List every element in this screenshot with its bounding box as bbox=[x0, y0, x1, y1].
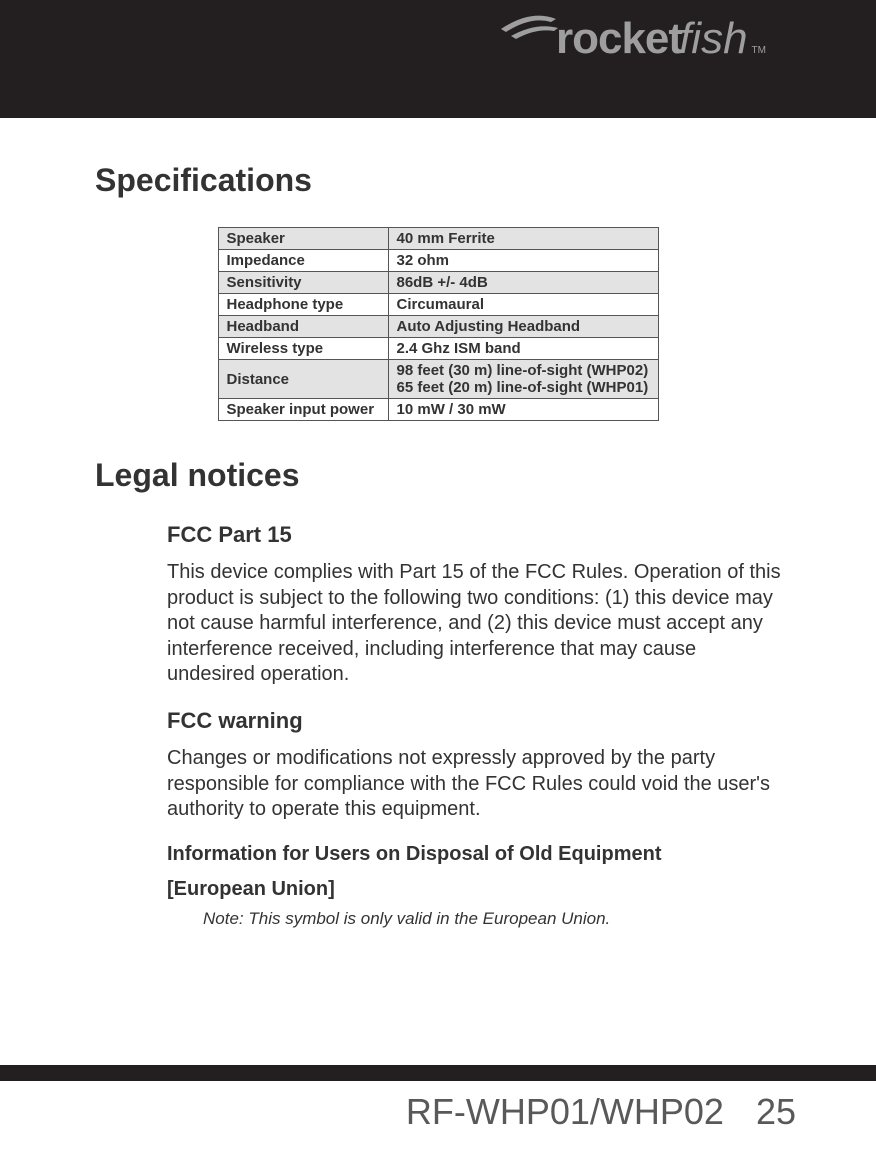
fcc-warning-body: Changes or modifications not expressly a… bbox=[167, 746, 781, 823]
fcc-part15-heading: FCC Part 15 bbox=[167, 522, 781, 548]
spec-value: 86dB +/- 4dB bbox=[388, 272, 658, 294]
brand-suffix: fish bbox=[679, 14, 747, 64]
brand-logo: rocketfish TM bbox=[556, 14, 766, 64]
footer-page: 25 bbox=[756, 1091, 796, 1132]
table-row: Speaker40 mm Ferrite bbox=[218, 228, 658, 250]
footer-model: RF-WHP01/WHP02 bbox=[406, 1091, 724, 1132]
spec-label: Headphone type bbox=[218, 294, 388, 316]
spec-label: Wireless type bbox=[218, 338, 388, 360]
specifications-heading: Specifications bbox=[95, 162, 781, 199]
header-band: rocketfish TM bbox=[0, 0, 876, 118]
table-row: Wireless type2.4 Ghz ISM band bbox=[218, 338, 658, 360]
table-row: Speaker input power10 mW / 30 mW bbox=[218, 399, 658, 421]
table-row: Distance98 feet (30 m) line-of-sight (WH… bbox=[218, 360, 658, 399]
eu-label: European Union bbox=[174, 878, 328, 900]
eu-heading: [European Union] bbox=[167, 878, 781, 901]
bracket-open: [ bbox=[167, 878, 174, 900]
disposal-heading: Information for Users on Disposal of Old… bbox=[167, 843, 781, 866]
spec-label: Speaker input power bbox=[218, 399, 388, 421]
bracket-close: ] bbox=[328, 878, 335, 900]
spec-value: 40 mm Ferrite bbox=[388, 228, 658, 250]
brand-text: rocket bbox=[556, 14, 682, 64]
footer-text: RF-WHP01/WHP02 25 bbox=[406, 1091, 796, 1133]
fcc-part15-body: This device complies with Part 15 of the… bbox=[167, 560, 781, 688]
spec-value: 98 feet (30 m) line-of-sight (WHP02) 65 … bbox=[388, 360, 658, 399]
table-row: HeadbandAuto Adjusting Headband bbox=[218, 316, 658, 338]
page-content: Specifications Speaker40 mm FerriteImped… bbox=[0, 118, 876, 929]
spec-value: Auto Adjusting Headband bbox=[388, 316, 658, 338]
spec-value: 2.4 Ghz ISM band bbox=[388, 338, 658, 360]
rocket-swoosh-icon bbox=[496, 4, 566, 44]
spec-label: Distance bbox=[218, 360, 388, 399]
legal-section: FCC Part 15 This device complies with Pa… bbox=[95, 522, 781, 929]
legal-notices-heading: Legal notices bbox=[95, 457, 781, 494]
eu-note: Note: This symbol is only valid in the E… bbox=[167, 909, 781, 929]
table-row: Impedance32 ohm bbox=[218, 250, 658, 272]
spec-label: Speaker bbox=[218, 228, 388, 250]
spec-label: Sensitivity bbox=[218, 272, 388, 294]
spec-value: 32 ohm bbox=[388, 250, 658, 272]
table-row: Headphone typeCircumaural bbox=[218, 294, 658, 316]
spec-label: Headband bbox=[218, 316, 388, 338]
table-row: Sensitivity86dB +/- 4dB bbox=[218, 272, 658, 294]
footer-band bbox=[0, 1065, 876, 1081]
spec-label: Impedance bbox=[218, 250, 388, 272]
spec-value: 10 mW / 30 mW bbox=[388, 399, 658, 421]
spec-value: Circumaural bbox=[388, 294, 658, 316]
specifications-table: Speaker40 mm FerriteImpedance32 ohmSensi… bbox=[218, 227, 659, 421]
brand-tm: TM bbox=[752, 45, 766, 56]
fcc-warning-heading: FCC warning bbox=[167, 708, 781, 734]
